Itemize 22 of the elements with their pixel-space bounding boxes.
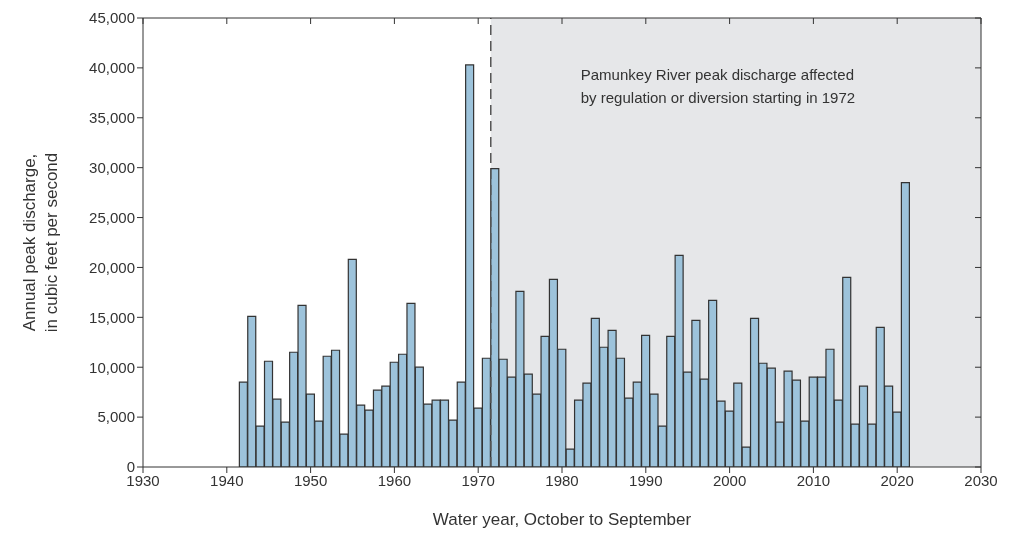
y-tick-label: 40,000 <box>89 59 135 77</box>
y-tick-label: 20,000 <box>89 258 135 276</box>
x-tick-label: 1960 <box>377 471 412 489</box>
y-tick-label: 10,000 <box>89 358 135 376</box>
y-tick-label: 5,000 <box>97 408 135 426</box>
x-axis-title: Water year, October to September <box>432 510 692 529</box>
y-tick-label: 30,000 <box>89 158 135 176</box>
y-tick-label: 45,000 <box>89 9 135 27</box>
x-tick-label: 2020 <box>880 471 914 489</box>
band-label: Pamunkey River peak discharge affected by regulation or diversion starting in 1972 <box>580 66 856 106</box>
x-tick-label: 2010 <box>796 471 831 489</box>
x-tick-label: 1980 <box>545 471 579 489</box>
x-tick-label: 2000 <box>712 471 747 489</box>
y-tick-label: 15,000 <box>89 308 135 326</box>
y-tick-label: 25,000 <box>89 208 135 226</box>
x-tick-label: 2030 <box>964 471 998 489</box>
y-tick-label: 35,000 <box>89 109 135 127</box>
x-tick-label: 1950 <box>293 471 328 489</box>
x-tick-label: 1990 <box>629 471 663 489</box>
x-tick-label: 1940 <box>210 471 244 489</box>
x-tick-label: 1970 <box>461 471 495 489</box>
y-axis-title: Annual peak discharge, in cubic feet per second <box>20 152 61 333</box>
